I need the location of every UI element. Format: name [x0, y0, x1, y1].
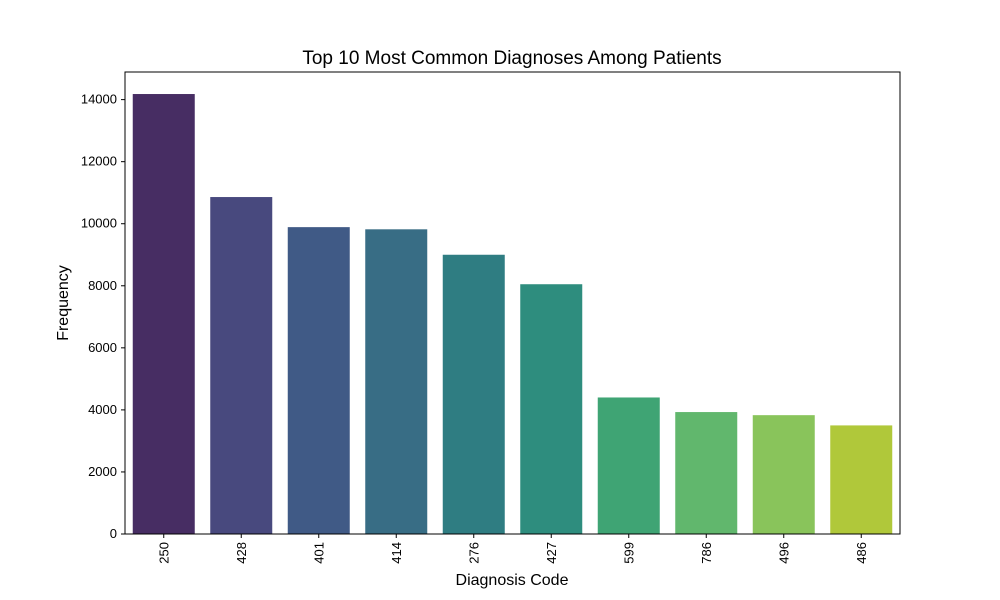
- bar-250: [132, 94, 195, 535]
- bar-276: [442, 254, 505, 534]
- bar-414: [365, 229, 428, 534]
- x-tick-label: 496: [776, 542, 791, 564]
- x-tick-label: 427: [544, 542, 559, 564]
- bar-486: [830, 425, 893, 534]
- x-axis-label: Diagnosis Code: [456, 572, 569, 589]
- y-tick-label: 10000: [81, 216, 117, 231]
- y-tick-label: 4000: [88, 402, 117, 417]
- bar-496: [752, 415, 815, 534]
- y-tick-label: 6000: [88, 340, 117, 355]
- bar-599: [597, 397, 660, 534]
- y-tick-label: 12000: [81, 154, 117, 169]
- y-tick-label: 14000: [81, 92, 117, 107]
- x-tick-label: 276: [466, 542, 481, 564]
- x-tick-label: 250: [156, 542, 171, 564]
- x-tick-label: 428: [234, 542, 249, 564]
- y-tick-label: 2000: [88, 464, 117, 479]
- x-tick-label: 401: [311, 542, 326, 564]
- bar-427: [520, 284, 583, 534]
- plot-frame: [124, 71, 901, 535]
- y-tick-label: 0: [110, 526, 117, 541]
- bar-786: [675, 412, 738, 534]
- plot-area: 0 2000 4000 6000 8000 10000 12000 14000 250 428 40…: [81, 71, 901, 564]
- bar-428: [210, 197, 273, 535]
- bar-401: [287, 227, 350, 534]
- x-tick-label: 599: [621, 542, 636, 564]
- x-tick-label: 486: [854, 542, 869, 564]
- y-tick-label: 8000: [88, 278, 117, 293]
- x-tick-label: 786: [699, 542, 714, 564]
- y-axis-label: Frequency: [55, 265, 72, 341]
- chart-title: Top 10 Most Common Diagnoses Among Patie…: [302, 48, 721, 69]
- x-tick-label: 414: [389, 542, 404, 564]
